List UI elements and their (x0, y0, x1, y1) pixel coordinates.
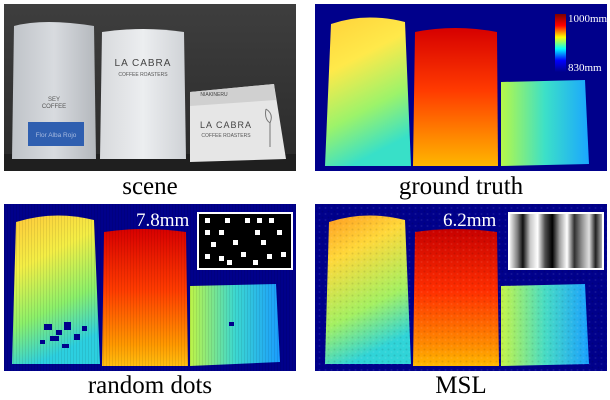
ground-truth-caption: ground truth (398, 173, 524, 200)
msl-pattern (510, 214, 602, 268)
colorbar-max-label: 1000mm (568, 13, 607, 25)
msl-caption: MSL (435, 372, 487, 399)
bag-1-label (28, 122, 84, 146)
msl-error: 6.2mm (443, 210, 497, 231)
ground-truth-panel: 1000mm 830mm (315, 4, 607, 171)
bag-2 (100, 29, 186, 159)
box-line2: COFFEE ROASTERS (201, 133, 251, 139)
random-dots-panel: 7.8mm (4, 204, 296, 371)
msl-panel: 6.2mm (315, 204, 607, 371)
colorbar-min-label: 830mm (568, 62, 602, 74)
box-line1: LA CABRA (200, 120, 252, 130)
random-dots-pattern (199, 214, 291, 268)
box-top: NIAKINERU (200, 92, 228, 98)
scene-caption: scene (122, 173, 178, 200)
bag-1-line2: COFFEE (42, 104, 66, 110)
msl-pattern-inset (508, 212, 604, 270)
random-dots-pattern-inset (197, 212, 293, 270)
bag-1-line1: SEY (48, 97, 60, 103)
bag-1-label-text: Flor Alba Rojo (36, 132, 77, 139)
scene-panel: SEY COFFEE Flor Alba Rojo LA CABRA COFFE… (4, 4, 296, 171)
ground-truth-depth-map (315, 4, 607, 171)
bag-2-line2: COFFEE ROASTERS (118, 72, 168, 78)
bag-2-line1: LA CABRA (115, 58, 172, 69)
random-dots-caption: random dots (87, 372, 213, 399)
random-dots-error: 7.8mm (136, 210, 190, 231)
random-dots-depth-map (4, 204, 296, 371)
scene-image: SEY COFFEE Flor Alba Rojo LA CABRA COFFE… (4, 4, 296, 171)
colorbar (555, 14, 566, 72)
